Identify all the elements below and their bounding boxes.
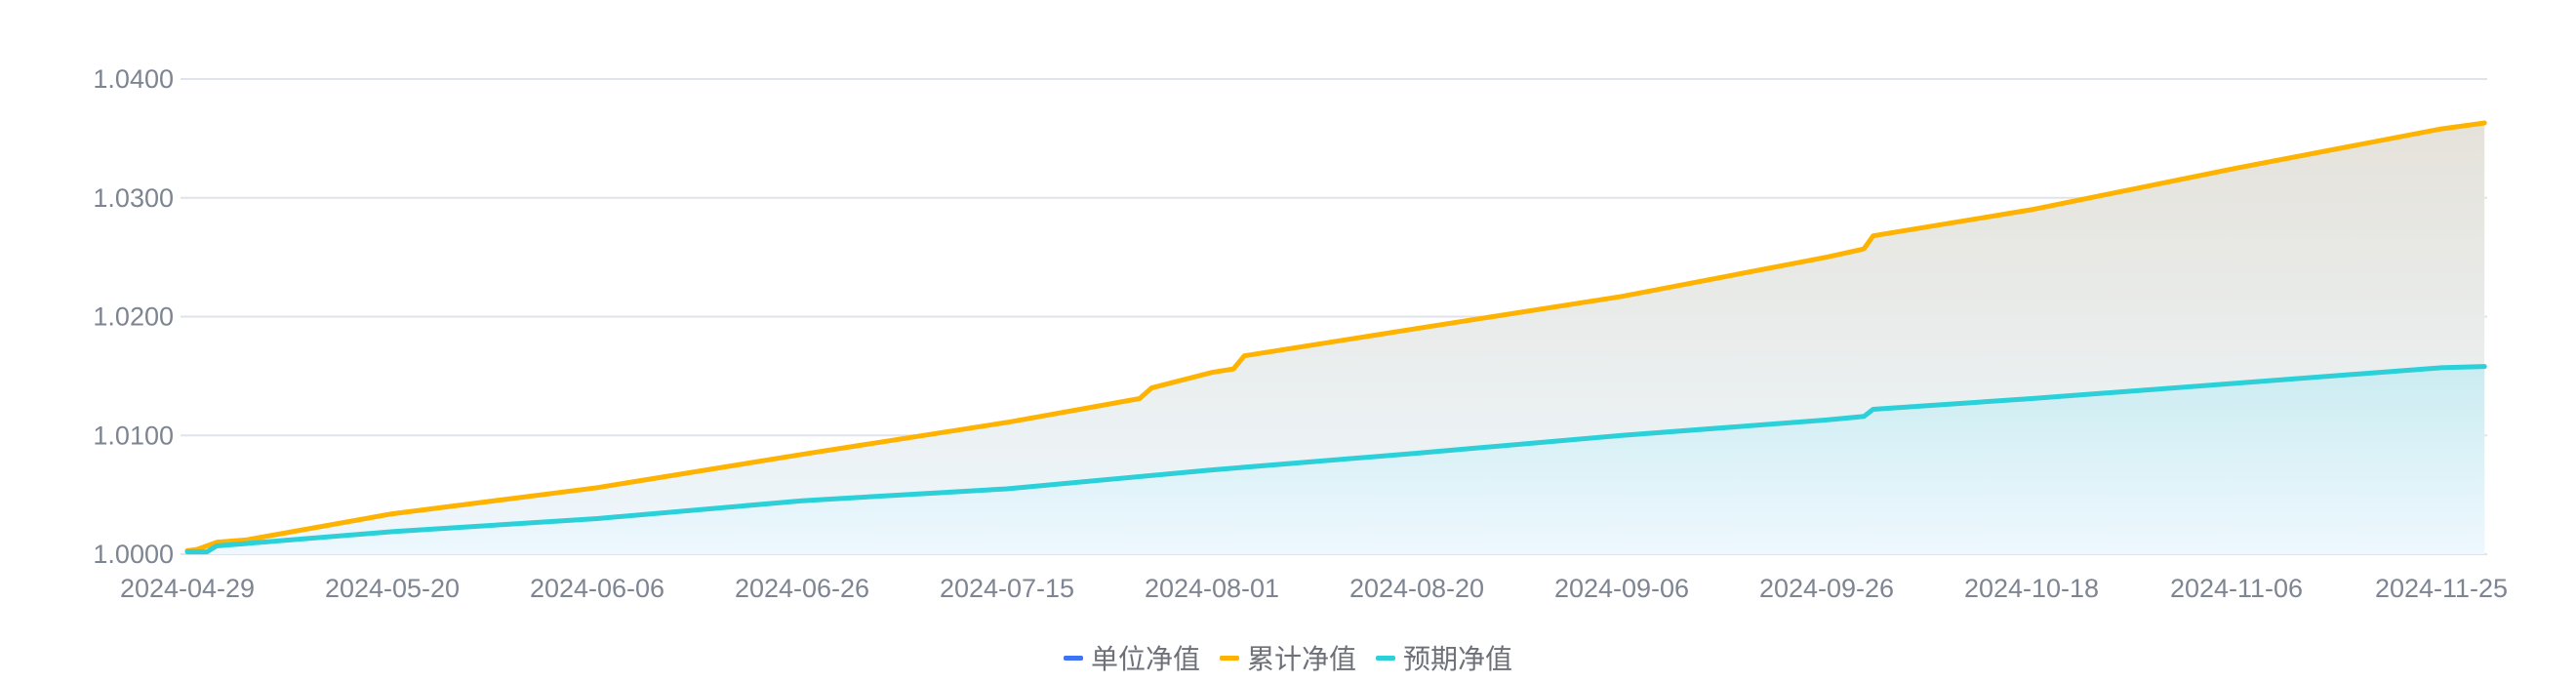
legend-item-unit-nav[interactable]: 单位净值	[1063, 638, 1200, 677]
legend-label: 单位净值	[1090, 644, 1200, 674]
legend-label: 累计净值	[1246, 644, 1356, 674]
y-tick-label: 1.0100	[93, 421, 174, 450]
legend-label: 预期净值	[1403, 644, 1513, 674]
legend-marker-cumulative-nav	[1219, 655, 1239, 661]
x-tick-label: 2024-06-06	[530, 574, 664, 603]
y-tick-label: 1.0200	[93, 302, 174, 332]
series-line-2	[184, 364, 2487, 555]
legend: 单位净值 累计净值 预期净值	[0, 638, 2576, 677]
x-tick-label: 2024-10-18	[1964, 574, 2099, 603]
x-tick-label: 2024-04-29	[120, 574, 255, 603]
legend-marker-expected-nav	[1376, 655, 1395, 661]
x-tick-label: 2024-11-06	[2170, 574, 2303, 603]
x-tick-label: 2024-11-25	[2375, 574, 2508, 603]
y-tick-label: 1.0000	[93, 540, 174, 569]
x-tick-label: 2024-09-26	[1759, 574, 1894, 603]
y-tick-label: 1.0400	[93, 64, 174, 94]
x-tick-label: 2024-07-15	[940, 574, 1074, 603]
x-tick-label: 2024-08-20	[1349, 574, 1484, 603]
legend-marker-unit-nav	[1063, 655, 1083, 661]
legend-item-cumulative-nav[interactable]: 累计净值	[1219, 638, 1356, 677]
legend-item-expected-nav[interactable]: 预期净值	[1376, 638, 1512, 677]
x-tick-label: 2024-09-06	[1554, 574, 1689, 603]
x-tick-label: 2024-08-01	[1145, 574, 1279, 603]
x-tick-label: 2024-06-26	[735, 574, 869, 603]
series-line-1	[184, 120, 2487, 553]
nav-line-chart: 1.0000 1.0100 1.0200 1.0300 1.0400 2024-04-2…	[93, 64, 2508, 603]
x-tick-label: 2024-05-20	[325, 574, 460, 603]
y-tick-label: 1.0300	[93, 183, 174, 213]
